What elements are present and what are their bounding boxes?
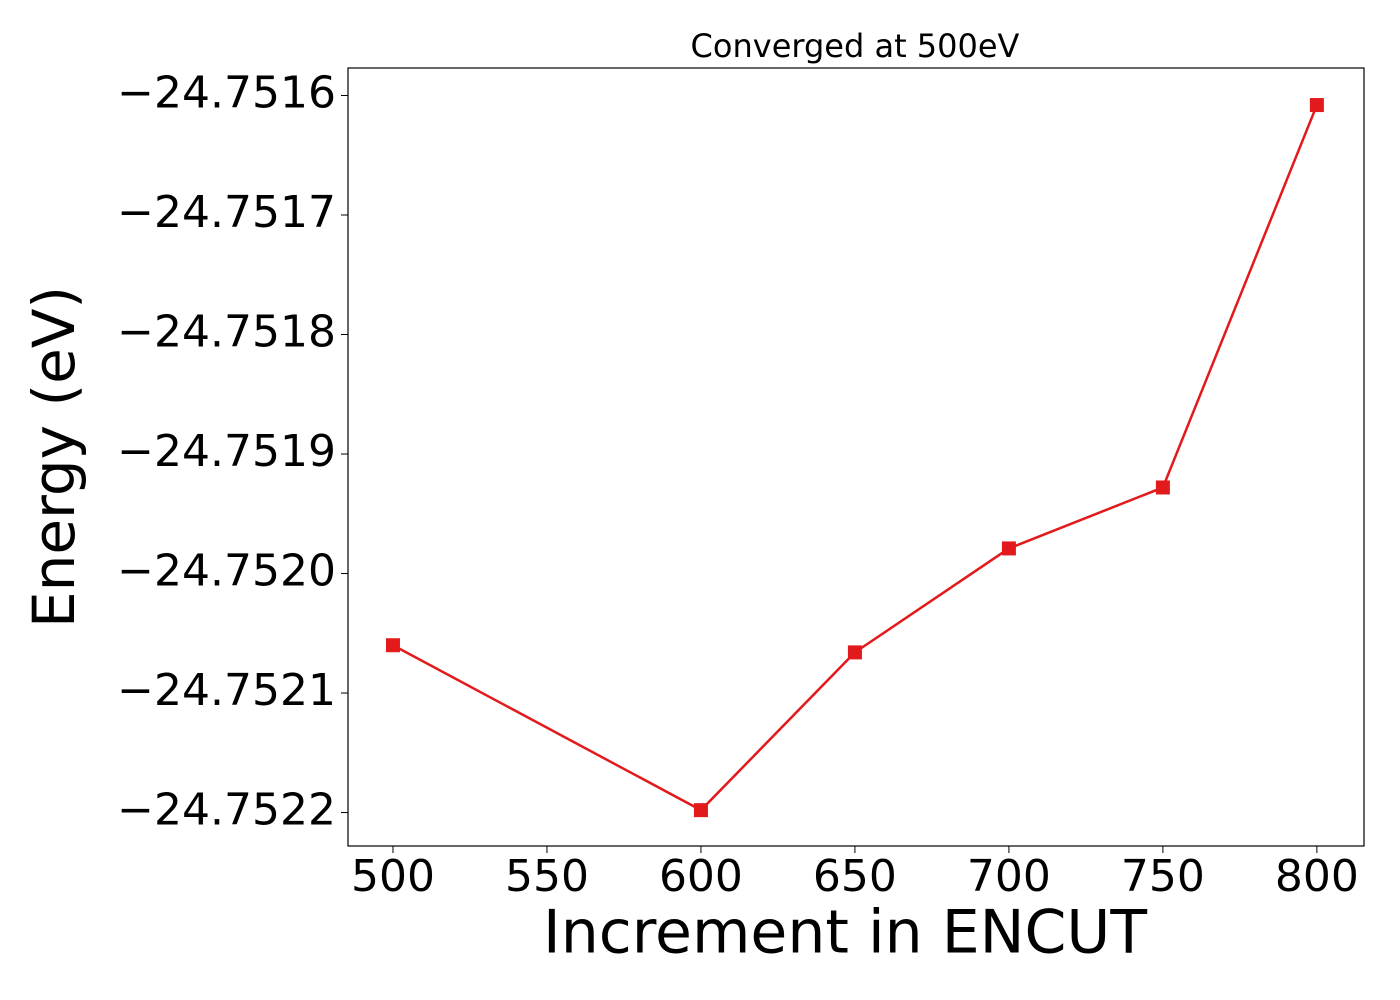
- y-tick-label: −24.7516: [117, 67, 336, 118]
- y-tick-label: −24.7522: [117, 785, 336, 836]
- x-tick-label: 700: [967, 851, 1051, 902]
- chart-title: Converged at 500eV: [691, 27, 1020, 65]
- y-tick-label: −24.7519: [117, 426, 336, 477]
- y-tick-label: −24.7518: [117, 307, 336, 358]
- plot-frame: [347, 67, 1365, 847]
- x-tick-label: 550: [505, 851, 589, 902]
- y-axis-label: Energy (eV): [20, 286, 88, 628]
- y-tick-label: −24.7520: [117, 546, 336, 597]
- data-line: [392, 104, 1319, 812]
- data-point: [847, 645, 862, 660]
- x-tick-label: 750: [1121, 851, 1205, 902]
- data-point: [385, 638, 400, 653]
- x-tick-label: 500: [351, 851, 435, 902]
- x-tick-label: 650: [813, 851, 897, 902]
- data-point: [1155, 480, 1170, 495]
- data-point: [1309, 98, 1324, 113]
- x-axis-label: Increment in ENCUT: [543, 898, 1147, 968]
- x-tick-label: 600: [659, 851, 743, 902]
- x-tick-label: 800: [1275, 851, 1359, 902]
- data-point: [1001, 541, 1016, 556]
- y-tick-label: −24.7517: [117, 187, 336, 238]
- y-tick-label: −24.7521: [117, 665, 336, 716]
- data-point: [693, 803, 708, 818]
